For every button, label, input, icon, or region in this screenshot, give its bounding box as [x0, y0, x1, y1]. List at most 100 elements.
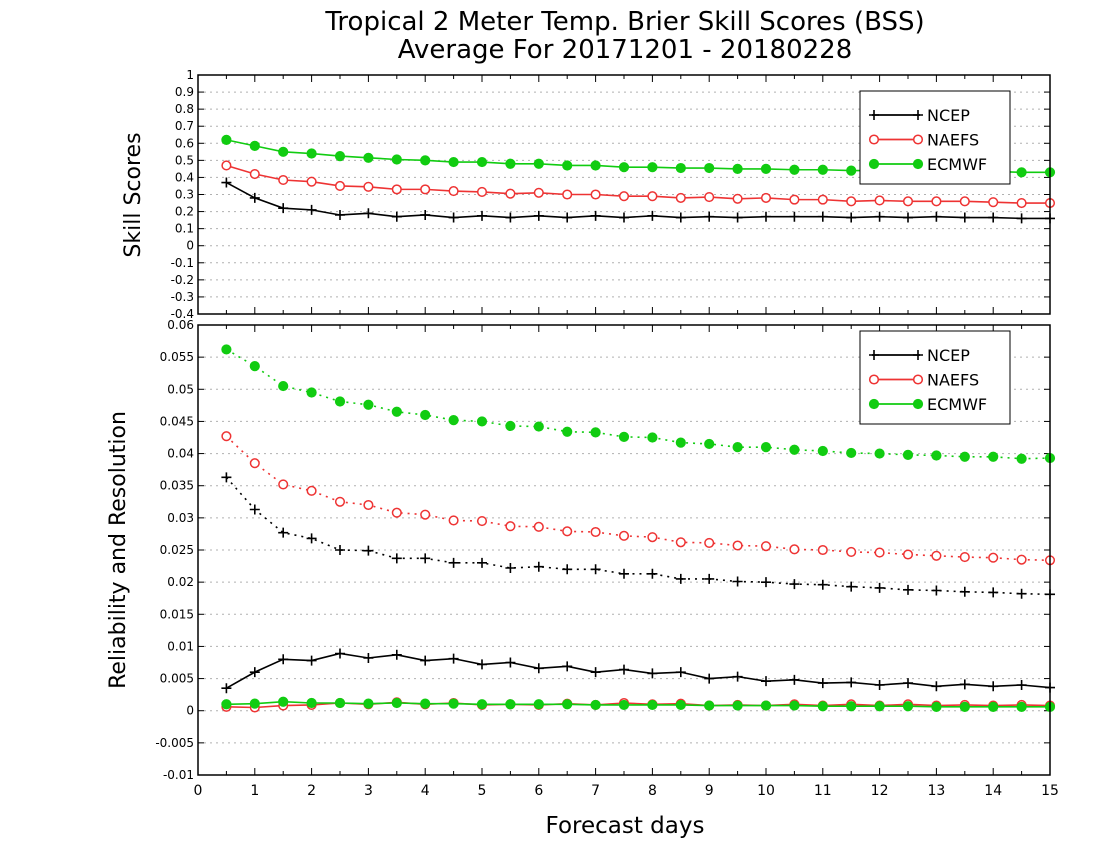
bottom-series-naefs-resolution — [221, 431, 1056, 566]
data-point — [817, 211, 828, 222]
x-tick-label: 11 — [814, 783, 832, 799]
data-point — [448, 415, 459, 426]
data-point — [505, 563, 516, 573]
data-point — [420, 698, 431, 709]
data-point — [363, 152, 374, 163]
x-tick-label: 5 — [478, 783, 487, 799]
data-point — [1016, 554, 1027, 565]
data-point — [675, 162, 686, 174]
data-point — [363, 698, 374, 709]
chart-title-line1: Tropical 2 Meter Temp. Brier Skill Score… — [324, 7, 924, 37]
bottom-y-tick-label: 0 — [186, 704, 194, 718]
series-line — [225, 348, 1051, 460]
data-point — [874, 195, 885, 206]
data-point — [278, 203, 289, 214]
data-point — [1016, 197, 1027, 209]
data-point — [789, 444, 800, 455]
data-point — [704, 537, 715, 548]
data-point — [278, 479, 289, 490]
data-point — [562, 526, 573, 537]
legend-label-naefs: NAEFS — [927, 371, 979, 390]
data-point — [505, 212, 516, 223]
data-point — [789, 164, 800, 175]
bottom-y-tick-label: 0.015 — [160, 607, 194, 621]
data-point — [278, 174, 289, 186]
data-point — [647, 432, 658, 443]
data-point — [562, 426, 573, 437]
data-point — [306, 533, 317, 544]
data-point — [1016, 453, 1027, 464]
data-point — [618, 162, 630, 173]
data-point — [817, 678, 828, 689]
legend-label-ecmwf: ECMWF — [927, 395, 987, 414]
data-point — [278, 146, 289, 157]
data-point — [874, 701, 885, 712]
data-point — [335, 545, 345, 555]
data-point — [874, 211, 885, 222]
data-point — [959, 552, 970, 563]
data-point — [505, 188, 516, 199]
data-point — [363, 208, 374, 219]
data-point — [391, 507, 402, 518]
data-point — [221, 177, 232, 188]
data-point — [874, 448, 885, 459]
top-y-tick-label: 1 — [186, 68, 194, 82]
data-point — [732, 442, 743, 453]
legend-marker-ncep — [913, 110, 923, 120]
top-y-tick-label: 0.9 — [175, 85, 194, 99]
data-point — [306, 697, 317, 709]
data-point — [675, 699, 686, 711]
legend-marker-ncep — [869, 110, 879, 120]
data-point — [476, 416, 488, 427]
data-point — [846, 581, 857, 592]
bottom-y-tick-label: 0.02 — [167, 575, 194, 589]
data-point — [562, 160, 573, 171]
data-point — [363, 653, 374, 663]
series-line — [226, 700, 1050, 708]
top-legend: NCEP NAEFS ECMWF — [859, 90, 1011, 185]
data-point — [902, 196, 914, 207]
data-point — [1016, 167, 1027, 178]
data-point — [420, 509, 431, 520]
data-point — [420, 209, 431, 220]
data-point — [988, 701, 999, 712]
data-point — [590, 699, 601, 711]
data-point — [334, 496, 346, 507]
data-point — [988, 451, 999, 462]
data-point — [647, 532, 658, 543]
data-point — [732, 540, 743, 551]
data-point — [363, 499, 374, 511]
x-tick-label: 4 — [421, 783, 430, 799]
bottom-y-tick-label: 0.055 — [160, 350, 194, 364]
bottom-y-tick-label: -0.005 — [155, 736, 194, 750]
data-point — [249, 698, 260, 709]
data-point — [363, 545, 374, 556]
data-point — [476, 699, 488, 710]
series-line — [226, 652, 1051, 689]
data-point — [902, 449, 914, 460]
data-point — [334, 150, 346, 162]
data-point — [1016, 213, 1027, 224]
bottom-y-axis-label: Reliability and Resolution — [106, 411, 131, 689]
data-point — [675, 212, 686, 223]
data-point — [476, 186, 488, 197]
data-point — [931, 211, 942, 222]
data-point — [391, 406, 402, 417]
data-point — [931, 196, 942, 207]
bottom-plot-frame — [197, 324, 1051, 776]
data-point — [590, 667, 601, 678]
data-point — [448, 515, 459, 526]
top-y-tick-label: -0.1 — [171, 256, 194, 270]
bottom-series-ecmwf-reliability — [221, 696, 1056, 712]
bottom-y-tick-label: 0.005 — [160, 672, 194, 686]
data-point — [533, 699, 544, 710]
bottom-y-tick-label: 0.01 — [167, 639, 194, 653]
data-point — [533, 158, 544, 169]
data-point — [903, 678, 913, 689]
data-point — [562, 212, 573, 223]
data-point — [789, 579, 800, 590]
x-tick-label: 6 — [534, 783, 543, 799]
data-point — [817, 579, 828, 590]
top-y-tick-label: 0.3 — [175, 188, 194, 202]
series-line — [226, 181, 1050, 220]
